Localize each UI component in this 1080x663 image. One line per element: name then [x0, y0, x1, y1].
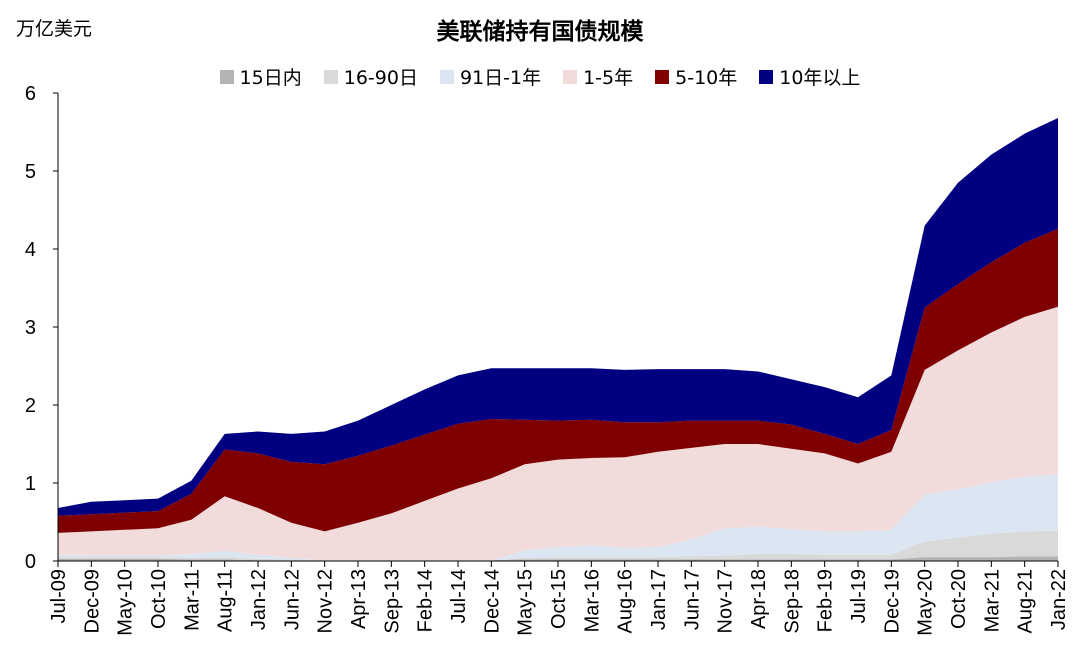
x-tick-label: Sep-18 [781, 569, 803, 634]
y-tick-label: 1 [25, 473, 36, 495]
legend-item-16-90d: 16-90日 [323, 63, 418, 90]
legend-item-10y-plus: 10年以上 [759, 63, 860, 90]
x-tick-label: Dec-14 [481, 569, 503, 633]
y-tick-label: 4 [25, 239, 36, 261]
legend-swatch [655, 69, 670, 84]
area-series-3 [58, 474, 1058, 561]
legend-label: 16-90日 [343, 67, 418, 89]
x-tick-label: Feb-19 [815, 569, 837, 632]
x-tick-label: Apr-18 [748, 569, 770, 629]
x-tick-label: Jan-17 [648, 569, 670, 630]
legend-swatch [219, 69, 234, 84]
legend-swatch [439, 69, 454, 84]
legend-swatch [759, 69, 774, 84]
legend-label: 91日-1年 [459, 67, 542, 89]
x-tick-label: Mar-16 [581, 569, 603, 632]
y-tick-label: 3 [25, 317, 36, 339]
legend-item-1-5y: 1-5年 [563, 63, 633, 90]
y-tick-label: 2 [25, 395, 36, 417]
y-tick-label: 6 [25, 83, 36, 105]
legend-label: 10年以上 [779, 67, 861, 89]
x-tick-label: Dec-19 [881, 569, 903, 633]
chart-title: 美联储持有国债规模 [436, 19, 644, 45]
x-tick-label: Sep-13 [381, 569, 403, 634]
legend-swatch [563, 69, 578, 84]
y-tick-label: 0 [25, 551, 36, 573]
x-tick-label: Feb-14 [415, 569, 437, 632]
legend-item-5-10y: 5-10年 [655, 63, 737, 90]
legend-label: 5-10年 [675, 67, 738, 89]
x-tick-label: May-15 [515, 569, 537, 636]
x-tick-label: Aug-21 [1015, 569, 1037, 634]
y-axis-unit-label: 万亿美元 [16, 18, 93, 40]
area-series-2 [58, 530, 1058, 561]
area-series-6 [58, 118, 1058, 516]
x-tick-label: Jan-12 [248, 569, 270, 630]
x-tick-label: Jul-14 [448, 569, 470, 623]
x-tick-label: May-10 [115, 569, 137, 636]
x-tick-label: Mar-21 [981, 569, 1003, 632]
x-tick-label: Oct-20 [948, 569, 970, 629]
y-tick-label: 5 [25, 161, 36, 183]
x-tick-label: May-20 [915, 569, 937, 636]
x-tick-label: Dec-09 [81, 569, 103, 633]
x-tick-label: Jun-12 [281, 569, 303, 630]
x-tick-label: Nov-17 [715, 569, 737, 633]
area-series-4 [58, 306, 1058, 561]
legend-item-15d: 15日内 [219, 63, 302, 90]
x-tick-label: Apr-13 [348, 569, 370, 629]
x-tick-label: Aug-16 [615, 569, 637, 634]
legend-swatch [323, 69, 338, 84]
legend-label: 15日内 [239, 67, 302, 89]
chart-legend: 15日内 16-90日 91日-1年 1-5年 5-10年 10年以上 [0, 63, 1080, 90]
x-tick-label: Aug-11 [215, 569, 237, 632]
x-tick-label: Mar-11 [181, 569, 203, 631]
legend-item-91d-1y: 91日-1年 [439, 63, 542, 90]
x-tick-label: Nov-12 [315, 569, 337, 633]
x-tick-label: Oct-15 [548, 569, 570, 629]
x-tick-label: Jun-17 [681, 569, 703, 630]
legend-label: 1-5年 [583, 67, 634, 89]
area-series-1 [58, 556, 1058, 561]
x-tick-label: Jul-19 [848, 569, 870, 623]
x-tick-label: Jan-22 [1048, 569, 1070, 630]
x-tick-label: Jul-09 [48, 569, 70, 623]
x-tick-label: Oct-10 [148, 569, 170, 629]
